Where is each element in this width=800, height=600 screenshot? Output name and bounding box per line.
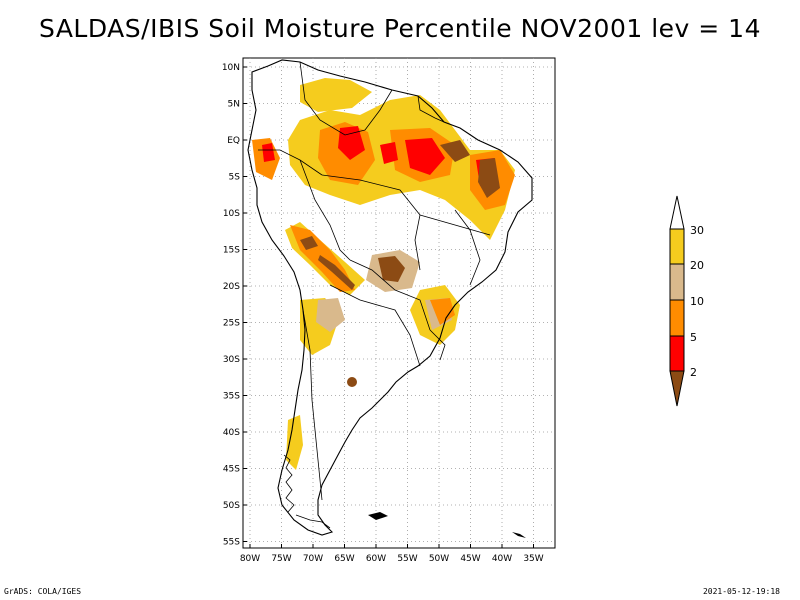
colorbar-label-2: 2 [690, 366, 697, 379]
lon-label: 70W [303, 554, 323, 564]
lat-label: 40S [223, 428, 240, 438]
chilean-fjords [283, 454, 331, 529]
lon-label: 35W [523, 554, 543, 564]
lat-label: 25S [223, 319, 240, 329]
lat-label: 55S [223, 538, 240, 548]
colorbar-20-30 [669, 228, 685, 265]
shading-10-20-chaco [316, 298, 345, 332]
border-bolivia-brazil [321, 174, 421, 271]
colorbar-10-20 [669, 263, 685, 301]
border-peru-brazil [299, 159, 351, 261]
colorbar-over-arrow [669, 195, 685, 230]
lat-label: 5N [228, 100, 240, 110]
shading-20-30-north [300, 78, 372, 112]
lat-label: 5S [229, 173, 241, 183]
border-paraguay [349, 259, 431, 331]
border-colombia-venezuela [299, 61, 393, 136]
lon-label: 80W [240, 554, 260, 564]
border-guianas [417, 95, 445, 123]
lat-label: 20S [223, 282, 240, 292]
colorbar-2-5 [669, 335, 685, 372]
lon-label: 50W [429, 554, 449, 564]
lat-label: 35S [223, 392, 240, 402]
colorbar: 30 20 10 5 2 [669, 195, 704, 407]
falkland-islands [368, 512, 388, 520]
shading-below-2-pampas [347, 377, 357, 387]
lat-label: 10N [222, 63, 240, 73]
longitude-labels: 80W 75W 70W 65W 60W 55W 50W 45W 40W 35W [240, 544, 544, 564]
shading-2-5-amazon-mid [380, 142, 398, 164]
latitude-labels: 10N 5N EQ 5S 10S 15S 20S 25S 30S 35S 40S 45S 50S 55S [222, 63, 247, 548]
border-brazil-states-1 [454, 209, 481, 286]
continent-coastline [247, 59, 533, 536]
colorbar-label-5: 5 [690, 331, 697, 344]
footer-timestamp: 2021-05-12-19:18 [702, 587, 780, 596]
lat-label: 30S [223, 355, 240, 365]
lon-label: 40W [492, 554, 512, 564]
shading-below-2-peru [300, 236, 318, 250]
south-georgia-island [512, 532, 526, 538]
border-argentina-north [329, 284, 421, 367]
lon-label: 55W [397, 554, 417, 564]
lat-label: 15S [223, 246, 240, 256]
shading-2-5-ecuador [262, 143, 275, 162]
lon-label: 75W [271, 554, 291, 564]
border-chile-argentina [302, 309, 323, 501]
border-ecuador-peru [258, 149, 323, 176]
shading-below-2-central [378, 256, 405, 282]
shading-5-10-southeast [430, 298, 455, 325]
lat-label: 50S [223, 501, 240, 511]
lon-label: 60W [366, 554, 386, 564]
border-brazil-states-2 [419, 214, 491, 236]
colorbar-label-10: 10 [690, 295, 704, 308]
colorbar-5-10 [669, 299, 685, 337]
lon-label: 45W [460, 554, 480, 564]
country-borders [258, 61, 491, 501]
shading-below-2-northeast [478, 158, 500, 198]
lat-label: 45S [223, 465, 240, 475]
colorbar-label-30: 30 [690, 224, 704, 237]
lat-label: 10S [223, 209, 240, 219]
footer-credit: GrADS: COLA/IGES [4, 587, 82, 596]
colorbar-under-arrow [669, 370, 685, 407]
percentile-shading [252, 78, 515, 470]
lon-label: 65W [334, 554, 354, 564]
shading-below-2-amazon-mouth [440, 140, 470, 162]
shading-below-2-andes [318, 255, 355, 290]
colorbar-label-20: 20 [690, 259, 704, 272]
shading-2-5-amazon-central [405, 138, 445, 175]
lat-label: EQ [227, 136, 240, 146]
map-title: SALDAS/IBIS Soil Moisture Percentile NOV… [39, 14, 761, 43]
shading-20-30-patagonia [286, 415, 303, 470]
border-uruguay [429, 329, 446, 361]
